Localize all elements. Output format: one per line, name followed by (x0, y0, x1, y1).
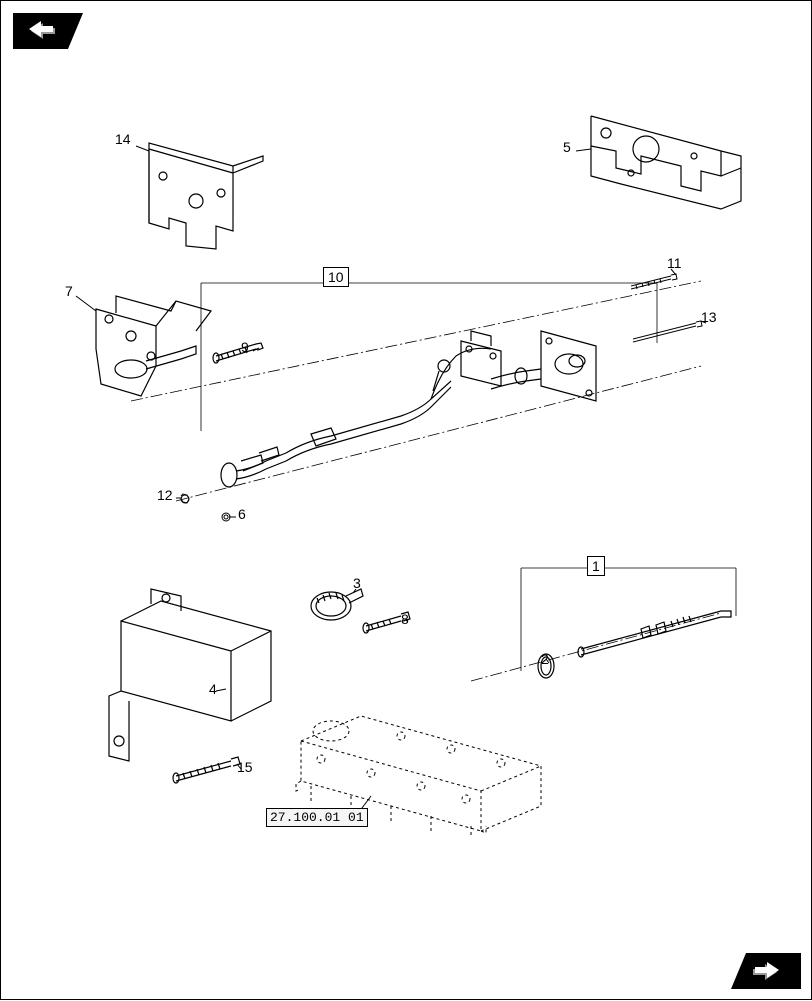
exploded-diagram: 1 2 3 4 5 6 7 8 9 10 11 12 13 14 15 27.1… (1, 1, 812, 1001)
callout-12: 12 (157, 487, 173, 503)
callout-4: 4 (209, 681, 217, 697)
callout-5: 5 (563, 139, 571, 155)
callout-13: 13 (701, 309, 717, 325)
callout-9: 9 (241, 339, 249, 355)
callout-2: 2 (541, 651, 549, 667)
callout-14: 14 (115, 131, 131, 147)
callout-15: 15 (237, 759, 253, 775)
callout-11: 11 (667, 255, 682, 271)
reference-part-label: 27.100.01 01 (266, 808, 368, 827)
callout-10: 10 (323, 267, 349, 287)
callout-1: 1 (587, 556, 605, 576)
parts-illustration (1, 1, 812, 1001)
callout-7: 7 (65, 283, 73, 299)
callout-6: 6 (238, 506, 246, 522)
callout-3: 3 (353, 575, 361, 591)
callout-8: 8 (401, 611, 409, 627)
